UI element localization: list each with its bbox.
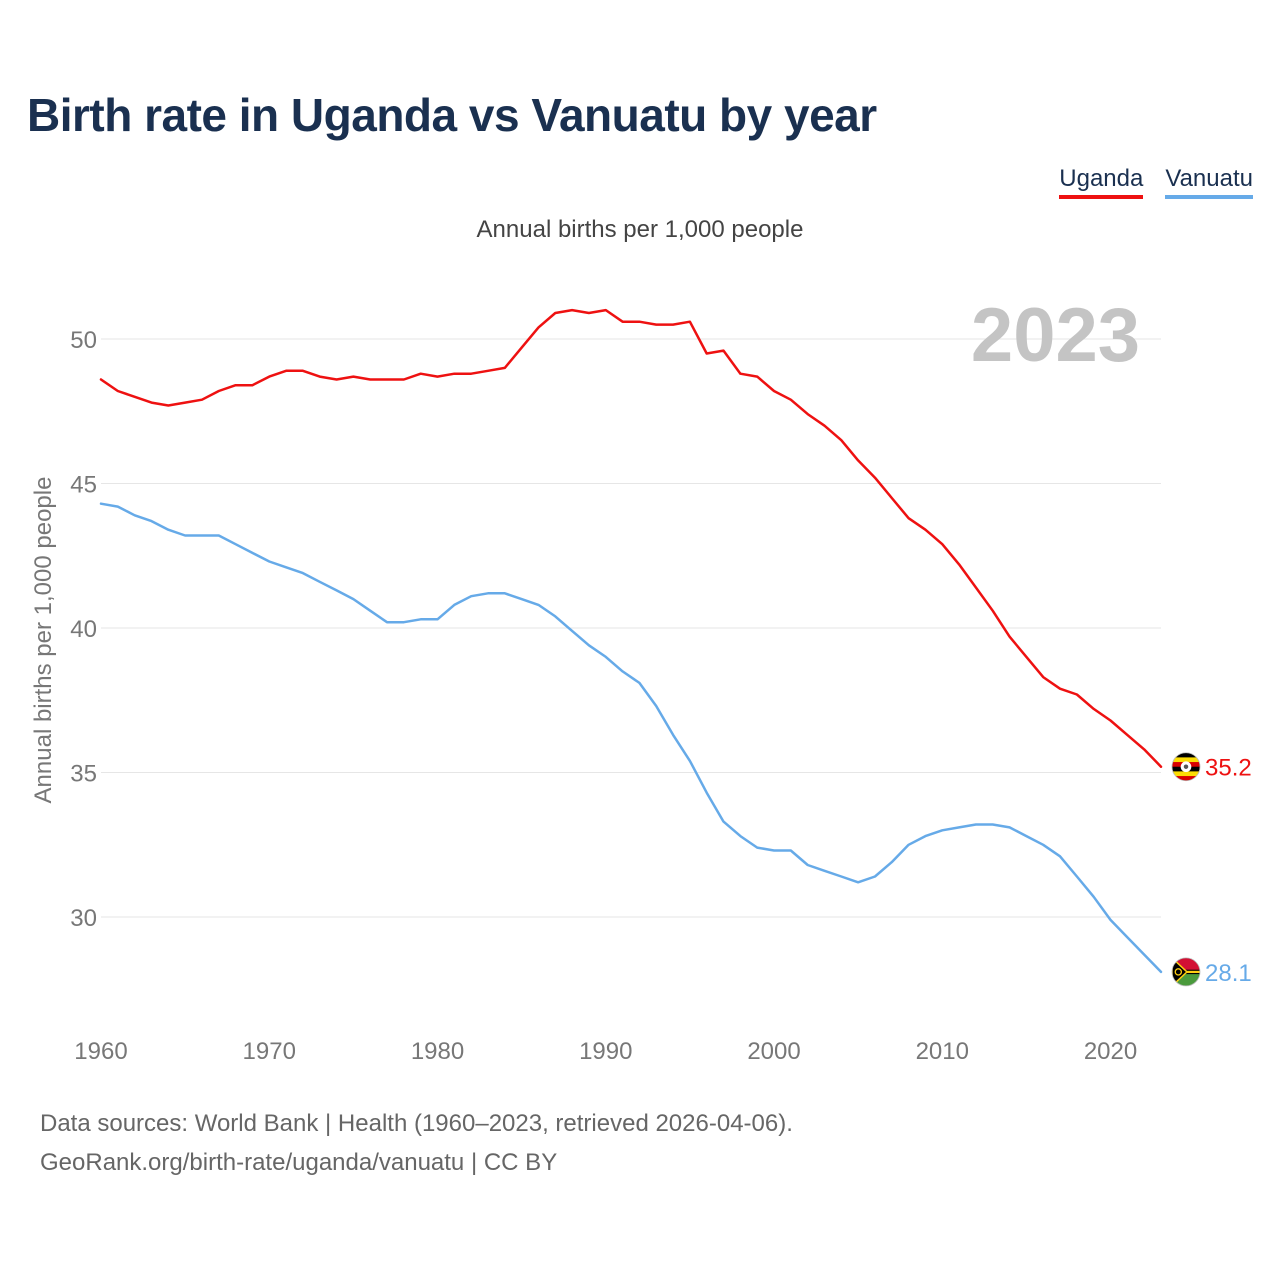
y-tick-label: 30 — [70, 905, 97, 932]
page-title: Birth rate in Uganda vs Vanuatu by year — [27, 89, 877, 141]
y-tick-label: 35 — [70, 761, 97, 788]
legend: Uganda Vanuatu — [1059, 165, 1253, 199]
footer: Data sources: World Bank | Health (1960–… — [40, 1104, 793, 1182]
y-axis-label: Annual births per 1,000 people — [30, 477, 57, 804]
legend-item-uganda[interactable]: Uganda — [1059, 165, 1144, 199]
x-tick-label: 2000 — [747, 1038, 800, 1065]
x-tick-label: 1960 — [74, 1038, 127, 1065]
uganda-flag-icon — [1171, 752, 1201, 782]
x-tick-label: 2020 — [1084, 1038, 1137, 1065]
x-tick-label: 1970 — [243, 1038, 296, 1065]
year-watermark: 2023 — [971, 293, 1140, 378]
source-text: Data sources: World Bank | Health (1960–… — [40, 1110, 793, 1137]
source-link[interactable]: GeoRank.org/birth-rate/uganda/vanuatu | … — [40, 1149, 558, 1176]
chart-subtitle: Annual births per 1,000 people — [476, 216, 804, 243]
y-tick-label: 40 — [70, 616, 97, 643]
series-line-vanuatu[interactable] — [99, 502, 1163, 974]
y-tick-label: 50 — [70, 327, 97, 354]
vanuatu-flag-icon — [1171, 957, 1201, 987]
legend-item-vanuatu[interactable]: Vanuatu — [1165, 165, 1253, 199]
end-label-uganda: 35.2 — [1205, 755, 1252, 782]
x-tick-label: 1980 — [411, 1038, 464, 1065]
x-tick-label: 1990 — [579, 1038, 632, 1065]
end-label-vanuatu: 28.1 — [1205, 960, 1252, 987]
series-line-uganda[interactable] — [99, 308, 1163, 768]
x-tick-label: 2010 — [916, 1038, 969, 1065]
y-tick-label: 45 — [70, 472, 97, 499]
